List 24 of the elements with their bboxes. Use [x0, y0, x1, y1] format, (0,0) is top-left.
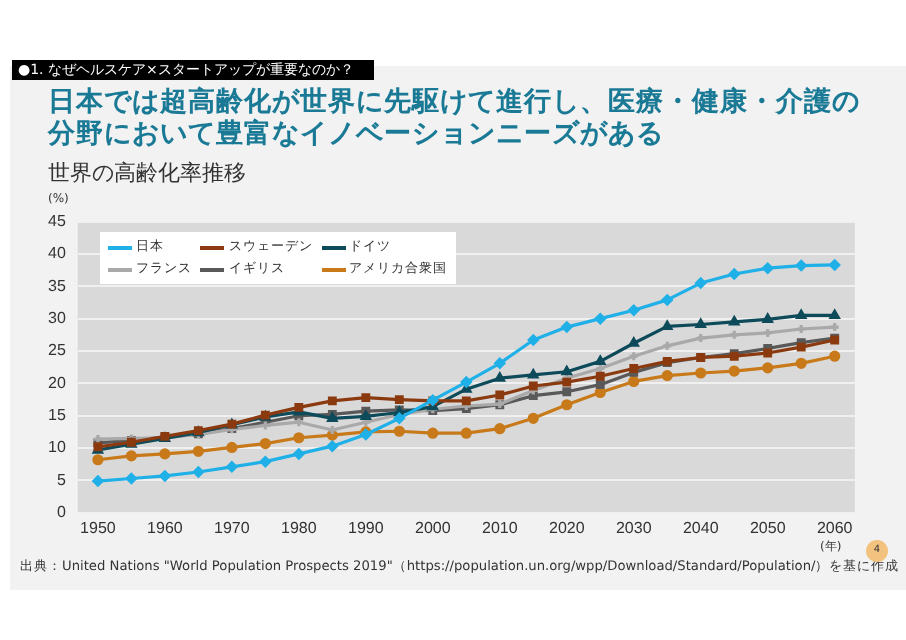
y-tick-label: 20: [47, 373, 67, 392]
x-tick-label: 2050: [749, 518, 787, 537]
y-tick-label: 35: [47, 276, 67, 295]
y-tick-label: 10: [47, 438, 67, 457]
chart-title: 日本では超高齢化が世界に先駆けて進行し、医療・健康・介護の分野において豊富なイノベーションニーズがある: [48, 86, 862, 150]
y-tick-label: 5: [56, 470, 67, 489]
x-tick-label: 2030: [615, 518, 653, 537]
x-tick-label: 2010: [481, 518, 519, 537]
x-tick-label: 1980: [281, 518, 318, 537]
x-tick-label: 2060: [816, 518, 854, 537]
x-tick-label: 2040: [682, 518, 720, 537]
x-tick-label: 1970: [214, 518, 251, 537]
x-tick-label: 2000: [415, 518, 452, 537]
x-tick-label: 1960: [147, 518, 184, 537]
chart-subtitle: 世界の高齢化率推移: [48, 158, 246, 188]
y-tick-label: 0: [56, 503, 67, 522]
y-tick-label: 25: [47, 341, 67, 360]
x-tick-label: 1950: [80, 518, 117, 537]
x-tick-label: 2020: [548, 518, 586, 537]
y-tick-label: 15: [47, 406, 67, 425]
y-tick-label: 45: [47, 212, 67, 231]
y-tick-label: 30: [47, 309, 67, 328]
x-tick-label: 1990: [348, 518, 385, 537]
y-tick-label: 40: [47, 244, 67, 263]
